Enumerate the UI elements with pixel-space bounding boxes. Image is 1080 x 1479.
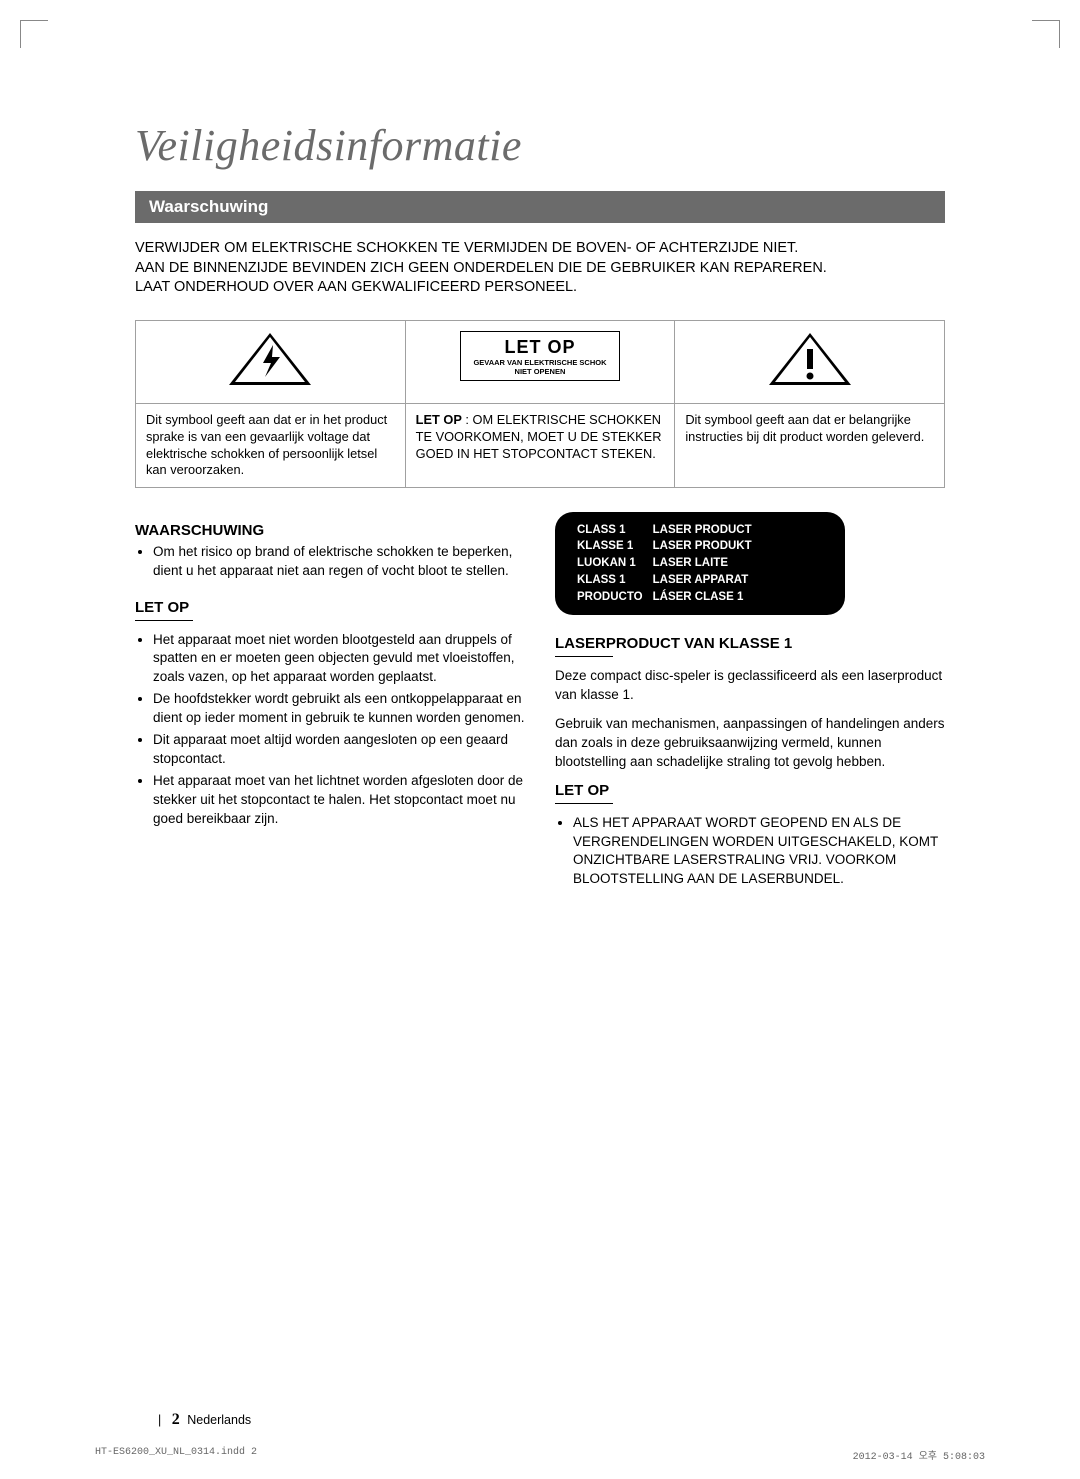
footer-lang: Nederlands <box>187 1413 251 1427</box>
list-item: ALS HET APPARAAT WORDT GEOPEND EN ALS DE… <box>573 814 945 890</box>
left-column: WAARSCHUWING Om het risico op brand of e… <box>135 512 525 892</box>
heading-waarschuwing: WAARSCHUWING <box>135 522 525 539</box>
paragraph: Gebruik van mechanismen, aanpassingen of… <box>555 715 945 772</box>
pill-cell: KLASSE 1 <box>577 538 653 555</box>
symbol-caption-left: Dit symbool geeft aan dat er in het prod… <box>136 404 406 488</box>
intro-text: VERWIJDER OM ELEKTRISCHE SCHOKKEN TE VER… <box>135 239 945 298</box>
pill-cell: LASER LAITE <box>653 555 762 572</box>
symbol-cell-voltage <box>136 320 406 404</box>
pill-cell: LUOKAN 1 <box>577 555 653 572</box>
heading-underline <box>135 620 193 621</box>
page-number: 2 <box>172 1411 180 1428</box>
heading-letop: LET OP <box>135 599 525 616</box>
intro-line: VERWIJDER OM ELEKTRISCHE SCHOKKEN TE VER… <box>135 239 945 259</box>
list-item: De hoofdstekker wordt gebruikt als een o… <box>153 690 525 728</box>
intro-line: AAN DE BINNENZIJDE BEVINDEN ZICH GEEN ON… <box>135 259 945 279</box>
bullet-list: Om het risico op brand of elektrische sc… <box>135 543 525 581</box>
page: Veiligheidsinformatie Waarschuwing VERWI… <box>0 0 1080 1479</box>
page-title: Veiligheidsinformatie <box>135 120 945 171</box>
pill-cell: CLASS 1 <box>577 522 653 539</box>
right-column: CLASS 1LASER PRODUCT KLASSE 1LASER PRODU… <box>555 512 945 892</box>
bullet-list: Het apparaat moet niet worden blootgeste… <box>135 631 525 829</box>
crop-mark <box>1032 20 1060 48</box>
symbol-table: LET OP GEVAAR VAN ELEKTRISCHE SCHOK NIET… <box>135 320 945 488</box>
symbol-caption-right: Dit symbool geeft aan dat er belangrijke… <box>675 404 945 488</box>
list-item: Het apparaat moet niet worden blootgeste… <box>153 631 525 688</box>
print-mark-right: 2012-03-14 오후 5:08:03 <box>853 1447 985 1463</box>
symbol-cell-letop: LET OP GEVAAR VAN ELEKTRISCHE SCHOK NIET… <box>405 320 675 404</box>
exclamation-triangle-icon <box>765 331 855 389</box>
warning-banner: Waarschuwing <box>135 191 945 223</box>
list-item: Dit apparaat moet altijd worden aangeslo… <box>153 731 525 769</box>
letop-big: LET OP <box>473 336 606 359</box>
paragraph: Deze compact disc-speler is geclassifice… <box>555 667 945 705</box>
symbol-caption-mid: LET OP : OM ELEKTRISCHE SCHOKKEN TE VOOR… <box>405 404 675 488</box>
symbol-cell-exclaim <box>675 320 945 404</box>
laser-class-pill: CLASS 1LASER PRODUCT KLASSE 1LASER PRODU… <box>555 512 845 615</box>
pill-cell: PRODUCTO <box>577 589 653 606</box>
footer-bar: | <box>158 1413 161 1427</box>
print-mark-left: HT-ES6200_XU_NL_0314.indd 2 <box>95 1447 257 1463</box>
print-mark: HT-ES6200_XU_NL_0314.indd 2 2012-03-14 오… <box>95 1447 985 1463</box>
list-item: Het apparaat moet van het lichtnet worde… <box>153 772 525 829</box>
pill-cell: KLASS 1 <box>577 572 653 589</box>
two-columns: WAARSCHUWING Om het risico op brand of e… <box>135 512 945 892</box>
letop-bold: LET OP <box>416 412 462 427</box>
letop-small: NIET OPENEN <box>473 368 606 377</box>
heading-underline <box>555 803 613 804</box>
heading-laser: LASERPRODUCT VAN KLASSE 1 <box>555 635 945 652</box>
pill-cell: LASER APPARAT <box>653 572 762 589</box>
pill-cell: LASER PRODUKT <box>653 538 762 555</box>
pill-table: CLASS 1LASER PRODUCT KLASSE 1LASER PRODU… <box>577 522 762 605</box>
page-footer: | 2 Nederlands <box>155 1411 251 1429</box>
list-item: Om het risico op brand of elektrische sc… <box>153 543 525 581</box>
letop-box: LET OP GEVAAR VAN ELEKTRISCHE SCHOK NIET… <box>460 331 619 382</box>
heading-letop-right: LET OP <box>555 782 945 799</box>
pill-cell: LÁSER CLASE 1 <box>653 589 762 606</box>
crop-mark <box>20 20 48 48</box>
intro-line: LAAT ONDERHOUD OVER AAN GEKWALIFICEERD P… <box>135 278 945 298</box>
pill-cell: LASER PRODUCT <box>653 522 762 539</box>
voltage-triangle-icon <box>225 331 315 389</box>
bullet-list: ALS HET APPARAAT WORDT GEOPEND EN ALS DE… <box>555 814 945 890</box>
heading-underline <box>555 656 613 657</box>
